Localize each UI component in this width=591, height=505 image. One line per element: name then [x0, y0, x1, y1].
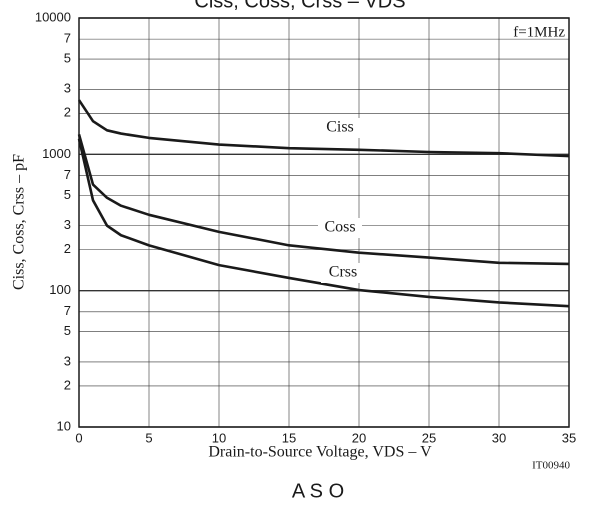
y-tick-label: 5 [64, 323, 71, 338]
x-tick-label: 10 [212, 430, 226, 445]
y-tick-label: 10000 [35, 9, 71, 24]
y-tick-label: 3 [64, 353, 71, 368]
annotation: IT00940 [532, 460, 570, 472]
label-bg [318, 118, 362, 138]
series-line [77, 134, 570, 266]
footer: A S O [292, 480, 344, 502]
annotation: f=1MHz [513, 24, 565, 40]
label-bg [321, 263, 365, 283]
y-tick-label: 7 [64, 167, 71, 182]
y-tick-label: 7 [64, 303, 71, 318]
x-axis-label: Drain-to-Source Voltage, VDS – V [208, 444, 432, 461]
y-tick-label: 7 [64, 31, 71, 46]
label-bg [318, 218, 362, 238]
x-tick-label: 25 [422, 430, 436, 445]
plot-frame [78, 17, 570, 428]
series-label: Crss [329, 264, 357, 281]
x-tick-label: 15 [282, 430, 296, 445]
y-tick-label: 3 [64, 217, 71, 232]
y-tick-label: 100 [49, 282, 71, 297]
x-tick-label: 30 [492, 430, 506, 445]
y-tick-label: 2 [64, 241, 71, 256]
series-line [77, 138, 570, 308]
y-axis-label: Ciss, Coss, Crss – pF [11, 154, 28, 290]
y-tick-label: 2 [64, 105, 71, 120]
chart-title: Ciss, Coss, Crss – VDS [194, 0, 405, 12]
x-tick-label: 0 [75, 430, 82, 445]
series-line [77, 99, 570, 158]
y-tick-label: 5 [64, 187, 71, 202]
x-tick-label: 20 [352, 430, 366, 445]
x-tick-label: 5 [145, 430, 152, 445]
y-tick-label: 2 [64, 377, 71, 392]
series-label: Ciss [326, 119, 354, 136]
y-tick-label: 3 [64, 81, 71, 96]
x-tick-label: 35 [562, 430, 576, 445]
y-tick-label: 1000 [42, 146, 71, 161]
series-label: Coss [324, 219, 355, 236]
y-tick-label: 10 [57, 418, 71, 433]
y-tick-label: 5 [64, 50, 71, 65]
